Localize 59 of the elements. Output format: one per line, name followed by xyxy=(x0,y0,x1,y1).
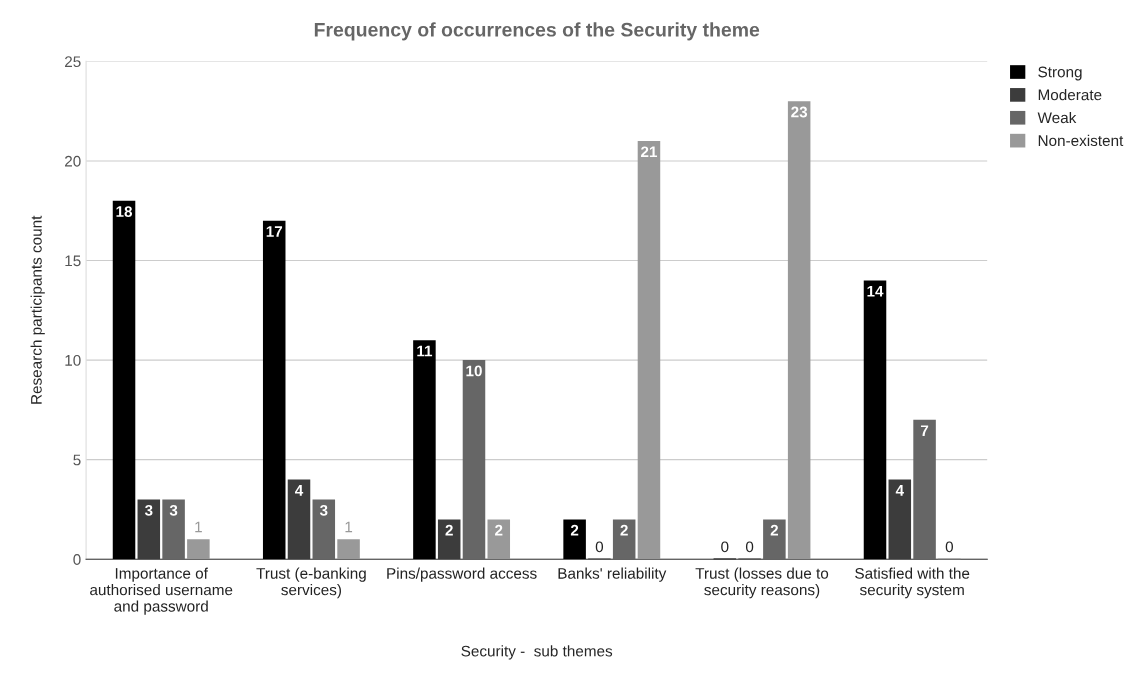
x-tick-label: Banks' reliability xyxy=(558,567,667,582)
y-tick-label: 15 xyxy=(65,255,81,267)
y-tick-label: 10 xyxy=(65,354,81,366)
x-tick-label: Importance of authorised username and password xyxy=(90,567,233,615)
x-tick-label: Trust (e-banking services) xyxy=(256,567,366,599)
data-label: 0 xyxy=(945,541,954,553)
legend-label: Weak xyxy=(1037,111,1077,124)
data-label: 3 xyxy=(144,504,153,516)
legend-label: Moderate xyxy=(1038,89,1102,101)
bar xyxy=(563,519,586,560)
data-label: 18 xyxy=(116,206,133,217)
x-tick-label: Trust (losses due to security reasons) xyxy=(695,567,829,599)
bar xyxy=(413,340,436,560)
data-label: 10 xyxy=(466,365,482,377)
bar xyxy=(312,499,336,560)
bar xyxy=(612,519,636,560)
chart-title: Frequency of occurrences of the Security theme xyxy=(314,22,760,41)
data-label: 7 xyxy=(920,425,929,436)
y-tick-label: 5 xyxy=(73,454,81,466)
data-label: 1 xyxy=(195,521,202,533)
data-label: 2 xyxy=(445,524,453,536)
x-axis-title: Security - sub themes xyxy=(461,645,613,660)
bar xyxy=(637,141,661,560)
data-label: 2 xyxy=(495,524,503,536)
data-label: 1 xyxy=(345,521,353,533)
data-label: 0 xyxy=(595,541,604,553)
data-label: 4 xyxy=(895,485,904,496)
data-label: 3 xyxy=(169,504,178,516)
bar xyxy=(112,200,136,560)
data-label: 3 xyxy=(319,504,328,516)
y-axis-title: Research participants count xyxy=(30,215,45,404)
bar xyxy=(787,101,811,560)
y-tick-label: 20 xyxy=(65,155,81,167)
bar xyxy=(187,539,210,560)
bar xyxy=(337,539,360,560)
bar xyxy=(763,519,786,560)
data-label: 4 xyxy=(294,485,304,496)
data-label: 0 xyxy=(745,541,754,553)
data-label: 0 xyxy=(721,541,729,553)
x-tick-label: Satisfied with the security system xyxy=(855,567,970,599)
y-tick-label: 25 xyxy=(65,56,81,68)
legend-label: Non-existent xyxy=(1038,134,1124,147)
data-label: 11 xyxy=(417,345,433,357)
y-tick-label: 0 xyxy=(73,554,81,565)
data-label: 23 xyxy=(791,106,808,118)
bar xyxy=(462,360,486,560)
data-label: 2 xyxy=(620,524,628,536)
data-label: 2 xyxy=(770,524,779,536)
data-label: 2 xyxy=(570,524,579,536)
data-label: 17 xyxy=(266,226,283,237)
data-label: 14 xyxy=(867,285,884,297)
x-tick-label: Pins/password access xyxy=(387,567,537,582)
data-label: 21 xyxy=(641,146,658,158)
legend-label: Strong xyxy=(1038,66,1082,81)
bar xyxy=(487,519,511,560)
bar xyxy=(913,419,936,560)
bar xyxy=(262,220,286,560)
bar xyxy=(863,280,887,560)
bar xyxy=(162,499,185,560)
